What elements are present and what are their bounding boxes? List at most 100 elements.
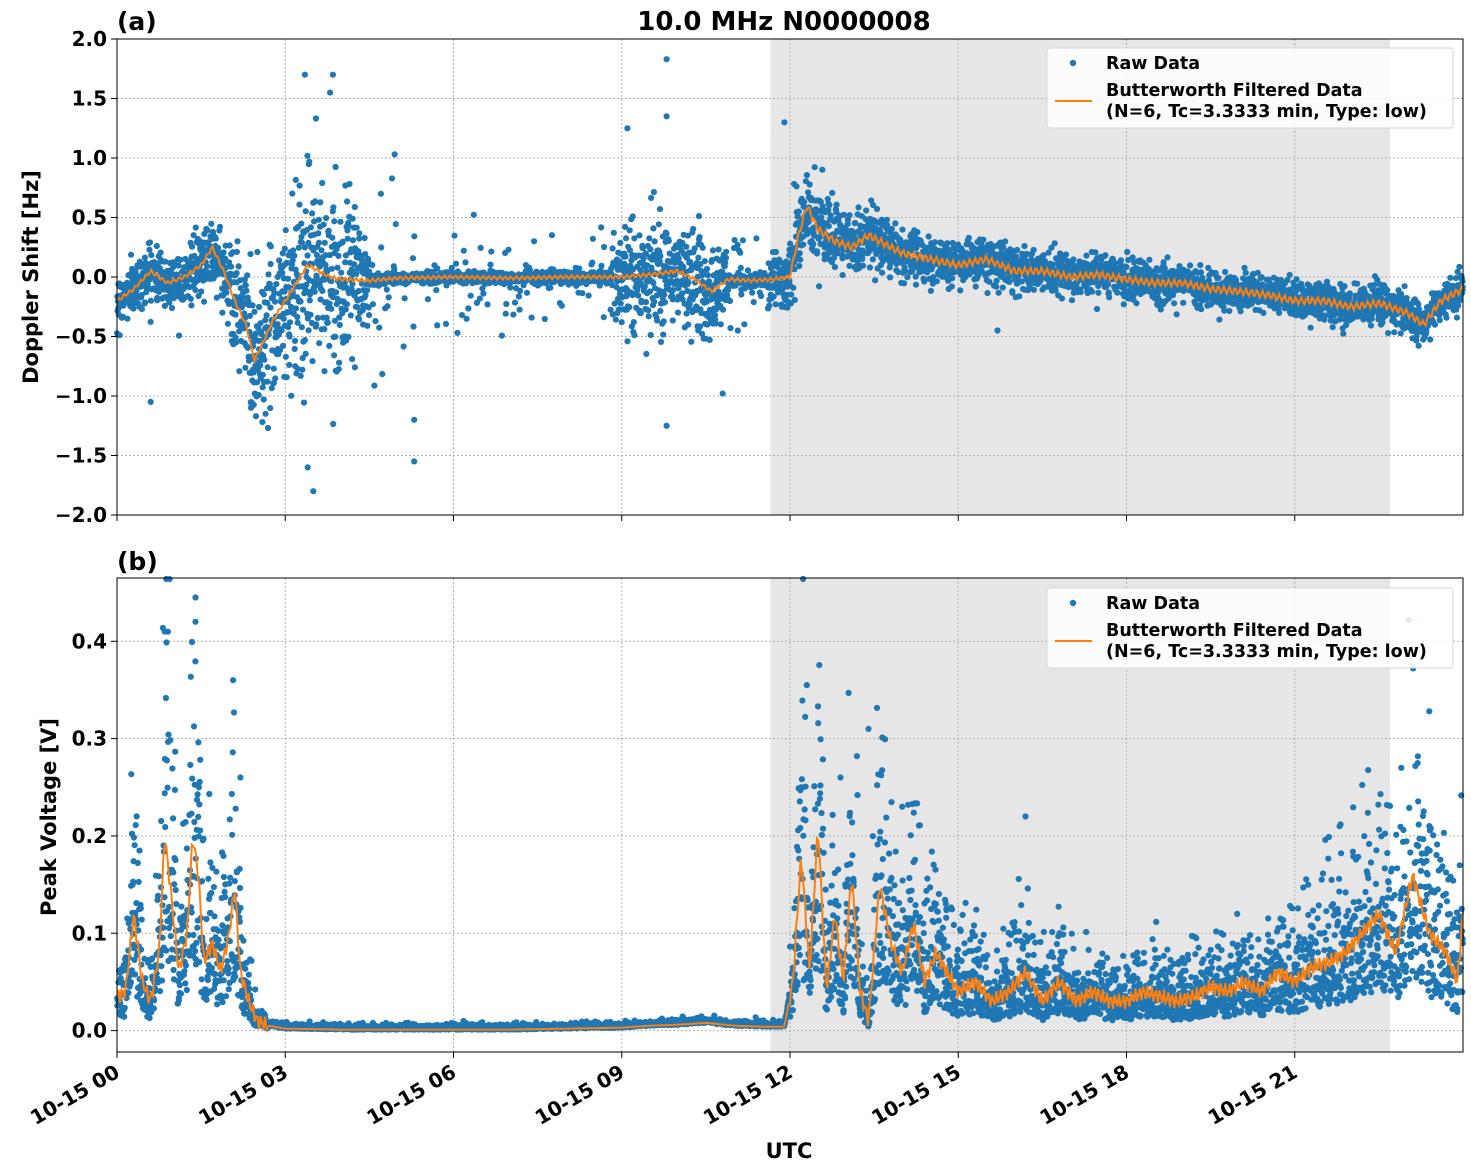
raw-data-point [290,247,297,254]
raw-data-point [302,208,309,215]
raw-data-point [477,244,484,251]
raw-data-point [1102,252,1109,259]
raw-data-point [737,264,744,271]
raw-data-point [879,269,886,276]
raw-data-point [598,262,605,269]
raw-data-point [1180,299,1187,306]
raw-data-point [319,179,326,187]
raw-data-point [157,249,164,256]
raw-data-point [284,275,292,282]
raw-data-point [304,252,311,259]
raw-data-point [201,298,208,305]
raw-data-point [636,232,643,239]
raw-data-point [336,359,343,366]
raw-data-point [685,279,692,286]
raw-data-point [927,287,935,294]
raw-data-point [944,240,951,247]
raw-data-point [292,305,299,312]
raw-data-point [377,190,384,197]
raw-data-point [624,338,631,345]
raw-data-point [271,298,279,305]
raw-data-point [811,164,818,171]
raw-data-point [948,283,955,290]
raw-data-point [315,230,322,237]
raw-data-point [286,361,293,368]
raw-data-point [517,287,524,294]
raw-data-point [177,256,184,263]
raw-data-point [1016,293,1023,300]
raw-data-point [665,237,672,244]
raw-data-point [369,261,376,269]
raw-data-point [236,368,243,375]
raw-data-point [315,216,322,223]
raw-data-point [251,308,258,315]
raw-data-point [660,318,667,325]
raw-data-point [142,259,149,266]
raw-data-point [302,350,309,357]
raw-data-point [719,306,727,313]
raw-data-point [400,343,407,350]
raw-data-point [650,279,657,286]
raw-data-point [364,287,371,294]
raw-data-point [301,337,308,344]
raw-data-point [315,239,323,246]
raw-data-point [329,234,336,241]
raw-data-point [1293,276,1300,283]
raw-data-point [839,272,846,279]
raw-data-point [899,226,906,233]
raw-data-point [330,420,337,428]
raw-data-point [291,345,298,353]
raw-data-point [288,392,295,399]
raw-data-point [585,292,592,299]
raw-data-point [346,180,353,188]
raw-data-point [601,243,608,251]
raw-data-point [734,327,741,334]
raw-data-point [709,247,717,254]
raw-data-point [371,382,378,389]
raw-data-point [805,218,812,226]
raw-data-point [252,330,259,337]
raw-data-point [646,235,653,242]
raw-data-point [223,289,230,296]
raw-data-point [260,291,267,298]
raw-data-point [825,207,832,214]
raw-data-point [626,227,633,234]
raw-data-point [833,201,840,208]
raw-data-point [252,413,260,420]
raw-data-point [204,227,211,234]
raw-data-point [332,163,339,171]
raw-data-point [797,256,804,263]
raw-data-point [515,293,523,300]
raw-data-point [699,244,706,251]
raw-data-point [753,235,760,242]
raw-data-point [703,265,711,273]
raw-data-point [654,317,661,324]
raw-data-point [617,300,624,307]
raw-data-point [168,304,176,312]
raw-data-point [1092,249,1099,256]
raw-data-point [715,246,722,253]
raw-data-point [1068,297,1076,304]
raw-data-point [695,213,703,220]
raw-data-point [296,182,303,189]
raw-data-point [208,220,215,227]
raw-data-point [130,305,137,312]
raw-data-point [136,258,143,265]
raw-data-point [264,378,271,385]
raw-data-point [411,233,418,240]
raw-data-point [1012,253,1020,260]
raw-data-point [892,220,899,227]
raw-data-point [1216,316,1223,323]
raw-data-point [264,424,272,432]
raw-data-point [1062,251,1070,258]
raw-data-point [1146,256,1153,263]
raw-data-point [741,321,748,328]
raw-data-point [343,301,350,308]
raw-data-point [1197,262,1204,269]
raw-data-point [336,321,343,328]
raw-data-point [476,295,483,302]
raw-data-point [528,314,535,321]
raw-data-point [629,213,636,220]
raw-data-point [321,239,328,246]
raw-data-point [1133,300,1140,307]
